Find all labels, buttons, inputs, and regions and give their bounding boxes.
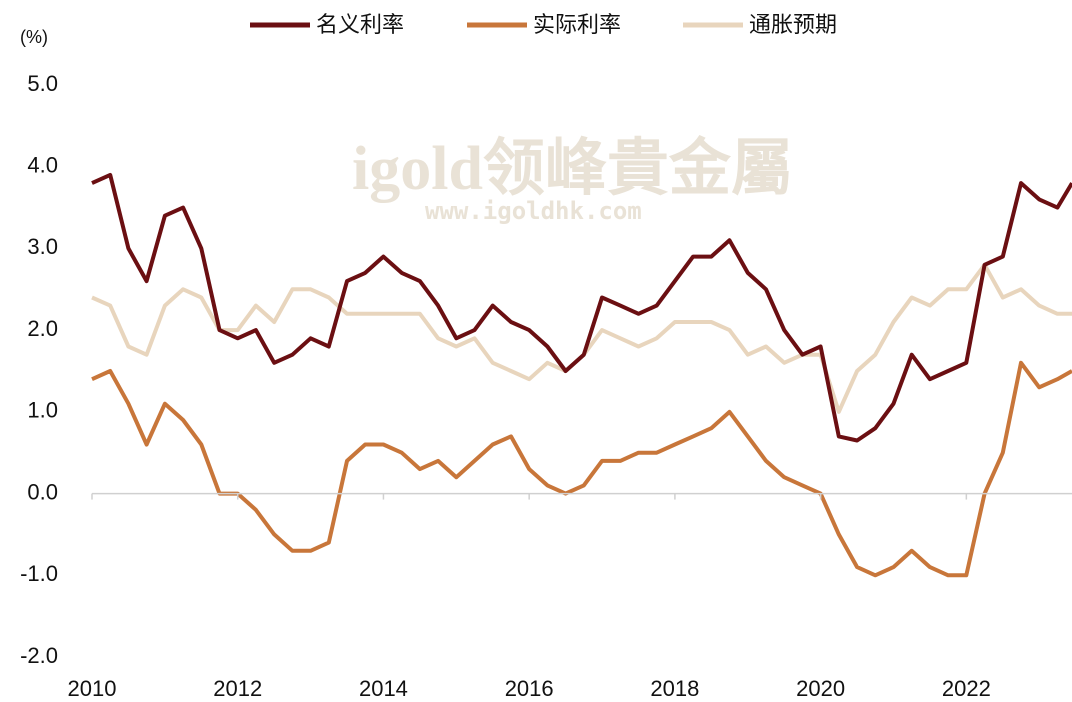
series-line	[91, 172, 1072, 443]
y-tick-label: 1.0	[27, 398, 58, 423]
y-tick-label: 0.0	[27, 479, 58, 504]
x-tick-label: 2010	[68, 676, 117, 701]
x-tick-label: 2020	[796, 676, 845, 701]
x-tick-label: 2012	[213, 676, 262, 701]
watermark: igold领峰貴金屬	[352, 134, 793, 203]
legend-label: 名义利率	[316, 12, 404, 37]
y-tick-label: -1.0	[20, 561, 58, 586]
series-line	[91, 360, 1072, 578]
x-tick-label: 2018	[650, 676, 699, 701]
watermark-url: www.igoldhk.com	[425, 197, 642, 225]
y-unit: (%)	[20, 27, 48, 47]
legend-label: 实际利率	[533, 12, 621, 37]
x-tick-label: 2014	[359, 676, 408, 701]
plot-area	[91, 172, 1072, 578]
y-tick-label: 2.0	[27, 316, 58, 341]
x-tick-label: 2016	[505, 676, 554, 701]
y-tick-label: 3.0	[27, 234, 58, 259]
y-tick-label: -2.0	[20, 643, 58, 668]
x-tick-label: 2022	[942, 676, 991, 701]
y-tick-label: 4.0	[27, 153, 58, 178]
y-tick-label: 5.0	[27, 71, 58, 96]
legend-label: 通胀预期	[749, 12, 837, 37]
